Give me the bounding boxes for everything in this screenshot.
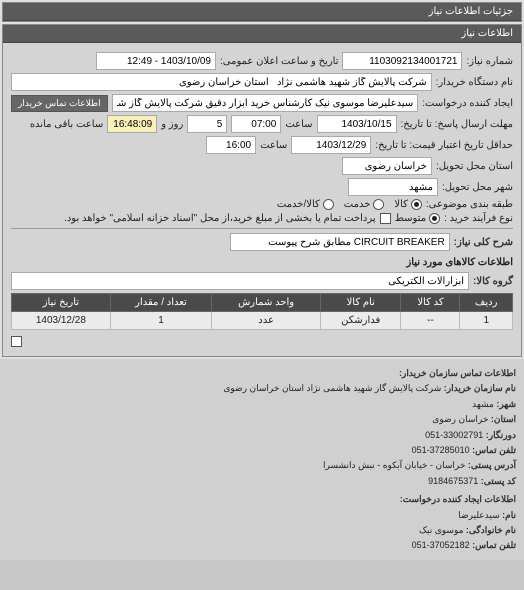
deadline-time-input[interactable]	[231, 115, 281, 133]
radio-goods-service-item[interactable]: کالا/خدمت	[277, 199, 334, 210]
cell-0-2: فدارشکن	[320, 312, 400, 330]
province-label: استان محل تحویل:	[436, 161, 513, 172]
items-table: ردیف کد کالا نام کالا واحد شمارش تعداد /…	[11, 293, 513, 330]
col-0: ردیف	[460, 294, 513, 312]
group-input[interactable]	[11, 272, 469, 290]
subject-class-label: طبقه بندی موضوعی:	[426, 199, 513, 210]
days-label: روز و	[161, 119, 183, 130]
buyer-org-input[interactable]	[11, 73, 432, 91]
radio-goods-service-dot	[323, 199, 334, 210]
remaining-label: ساعت باقی مانده	[30, 119, 103, 130]
requester-title: اطلاعات ایجاد کننده درخواست:	[8, 492, 516, 506]
city-input[interactable]	[348, 178, 438, 196]
details-panel: اطلاعات نیاز شماره نیاز: تاریخ و ساعت اع…	[2, 24, 522, 357]
radio-service-item[interactable]: خدمت	[344, 199, 385, 210]
row-valid: حداقل تاریخ اعتبار قیمت: تا تاریخ: ساعت	[11, 136, 513, 154]
info-line: نام: سیدعلیرضا	[8, 508, 516, 522]
details-title: اطلاعات نیاز	[3, 25, 521, 43]
row-subject-class: طبقه بندی موضوعی: کالا خدمت کالا/خدمت	[11, 199, 513, 210]
info-line: نام سازمان خریدار: شرکت پالایش گاز شهید …	[8, 381, 516, 395]
cell-0-1: --	[401, 312, 460, 330]
radio-service-dot	[373, 199, 384, 210]
deadline-label: مهلت ارسال پاسخ: تا تاریخ:	[401, 119, 513, 130]
row-subject: شرح کلی نیاز:	[11, 233, 513, 251]
contact-button[interactable]: اطلاعات تماس خریدار	[11, 95, 108, 112]
days-input[interactable]	[187, 115, 227, 133]
row-deadline: مهلت ارسال پاسخ: تا تاریخ: ساعت روز و سا…	[11, 115, 513, 133]
radio-service-label: خدمت	[344, 199, 371, 210]
valid-time-label: ساعت	[260, 140, 287, 151]
announce-label: تاریخ و ساعت اعلان عمومی:	[220, 56, 339, 67]
info-line: تلفن تماس: 37052182-051	[8, 538, 516, 552]
subject-input[interactable]	[230, 233, 450, 251]
info-line: کد پستی: 9184675371	[8, 474, 516, 488]
buyer-org-label: نام دستگاه خریدار:	[436, 77, 513, 88]
requester-lines: نام: سیدعلیرضانام خانوادگی: موسوی نیکتلف…	[8, 508, 516, 553]
info-line: شهر: مشهد	[8, 397, 516, 411]
items-title: اطلاعات کالاهای مورد نیاز	[11, 257, 513, 268]
contact-section: اطلاعات تماس سازمان خریدار: نام سازمان خ…	[0, 359, 524, 560]
row-province: استان محل تحویل:	[11, 157, 513, 175]
purchase-note-checkbox[interactable]	[380, 213, 391, 224]
deadline-date-input[interactable]	[317, 115, 397, 133]
info-line: نام خانوادگی: موسوی نیک	[8, 523, 516, 537]
cell-0-4: 1	[110, 312, 211, 330]
group-label: گروه کالا:	[473, 276, 513, 287]
radio-goods-dot	[411, 199, 422, 210]
details-body: شماره نیاز: تاریخ و ساعت اعلان عمومی: نا…	[3, 43, 521, 356]
row-requester: ایجاد کننده درخواست: اطلاعات تماس خریدار	[11, 94, 513, 112]
valid-label: حداقل تاریخ اعتبار قیمت: تا تاریخ:	[375, 140, 513, 151]
info-line: دورنگار: 33002791-051	[8, 428, 516, 442]
table-header-row: ردیف کد کالا نام کالا واحد شمارش تعداد /…	[12, 294, 513, 312]
subject-label: شرح کلی نیاز:	[454, 237, 513, 248]
table-row: 1 -- فدارشکن عدد 1 1403/12/28	[12, 312, 513, 330]
row-need-no: شماره نیاز: تاریخ و ساعت اعلان عمومی:	[11, 52, 513, 70]
contact-title: اطلاعات تماس سازمان خریدار:	[8, 366, 516, 380]
col-1: کد کالا	[401, 294, 460, 312]
cell-0-3: عدد	[212, 312, 321, 330]
info-line: استان: خراسان رضوی	[8, 412, 516, 426]
info-line: تلفن تماس: 37285010-051	[8, 443, 516, 457]
remaining-input[interactable]	[107, 115, 157, 133]
options-checkbox[interactable]	[11, 336, 22, 347]
contact-lines: نام سازمان خریدار: شرکت پالایش گاز شهید …	[8, 381, 516, 488]
cell-0-5: 1403/12/28	[12, 312, 111, 330]
need-no-input[interactable]	[342, 52, 462, 70]
radio-goods-label: کالا	[394, 199, 408, 210]
requester-label: ایجاد کننده درخواست:	[422, 98, 513, 109]
bottom-spacer	[0, 560, 524, 590]
row-city: شهر محل تحویل:	[11, 178, 513, 196]
valid-date-input[interactable]	[291, 136, 371, 154]
col-4: تعداد / مقدار	[110, 294, 211, 312]
panel-title: جزئیات اطلاعات نیاز	[3, 3, 521, 21]
announce-input[interactable]	[96, 52, 216, 70]
main-panel: جزئیات اطلاعات نیاز	[2, 2, 522, 22]
purchase-note: پرداخت تمام یا بخشی از مبلغ خرید،از محل …	[64, 213, 376, 224]
cell-0-0: 1	[460, 312, 513, 330]
radio-medium-item[interactable]: متوسط	[395, 213, 440, 224]
valid-time-input[interactable]	[206, 136, 256, 154]
radio-goods-item[interactable]: کالا	[394, 199, 422, 210]
need-no-label: شماره نیاز:	[466, 56, 513, 67]
row-buyer-org: نام دستگاه خریدار:	[11, 73, 513, 91]
deadline-time-label: ساعت	[285, 119, 312, 130]
col-5: تاریخ نیاز	[12, 294, 111, 312]
radio-medium-label: متوسط	[395, 213, 426, 224]
subject-class-radios: کالا خدمت کالا/خدمت	[277, 199, 422, 210]
divider-1	[11, 228, 513, 229]
city-label: شهر محل تحویل:	[442, 182, 513, 193]
row-group: گروه کالا:	[11, 272, 513, 290]
row-purchase-process: نوع فرآیند خرید : متوسط پرداخت تمام یا ب…	[11, 213, 513, 224]
col-3: واحد شمارش	[212, 294, 321, 312]
radio-medium-dot	[429, 213, 440, 224]
row-options	[11, 336, 513, 347]
purchase-process-label: نوع فرآیند خرید :	[444, 213, 513, 224]
province-input[interactable]	[342, 157, 432, 175]
radio-goods-service-label: کالا/خدمت	[277, 199, 320, 210]
info-line: آدرس پستی: خراسان - خیابان آبکوه - نبش د…	[8, 458, 516, 472]
requester-input[interactable]	[112, 94, 419, 112]
col-2: نام کالا	[320, 294, 400, 312]
